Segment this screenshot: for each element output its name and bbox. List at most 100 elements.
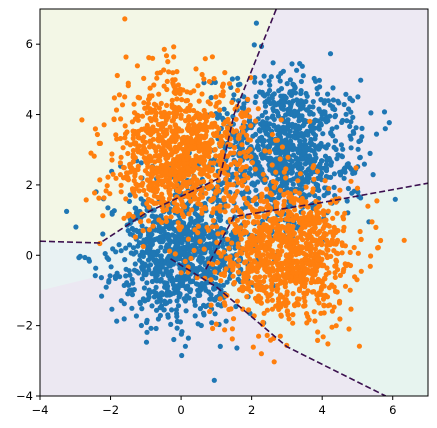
point-series-2	[182, 108, 188, 114]
point-series-1	[328, 162, 334, 168]
point-series-2	[294, 246, 300, 252]
point-series-1	[165, 312, 171, 318]
point-series-2	[188, 144, 194, 150]
point-series-1	[177, 292, 183, 298]
point-series-2	[136, 95, 143, 101]
point-series-2	[252, 227, 258, 233]
point-series-2	[151, 116, 157, 122]
point-series-2	[194, 129, 200, 135]
point-series-1	[211, 286, 217, 292]
point-series-2	[239, 142, 245, 148]
point-series-2	[235, 263, 241, 269]
point-series-1	[231, 92, 237, 98]
point-series-1	[292, 108, 298, 114]
point-series-2	[155, 121, 161, 127]
point-series-2	[332, 263, 338, 269]
point-series-1	[308, 171, 314, 177]
point-series-2	[288, 274, 294, 280]
point-series-2	[147, 153, 153, 159]
point-series-2	[185, 154, 191, 160]
point-series-1	[252, 99, 258, 105]
point-series-2	[213, 103, 219, 109]
point-series-2	[324, 265, 330, 271]
point-series-1	[109, 211, 115, 217]
point-series-2	[244, 273, 250, 280]
point-series-1	[157, 253, 164, 259]
point-series-1	[64, 208, 70, 214]
point-series-1	[128, 250, 134, 256]
point-series-2	[111, 95, 117, 101]
point-series-2	[254, 269, 260, 275]
point-series-2	[312, 246, 318, 252]
point-series-2	[211, 160, 217, 166]
point-series-1	[132, 261, 138, 267]
point-series-2	[302, 256, 308, 262]
point-series-1	[177, 256, 183, 262]
point-series-2	[295, 277, 301, 283]
point-series-2	[223, 176, 229, 182]
point-series-2	[229, 336, 235, 342]
point-series-2	[325, 208, 331, 214]
point-series-2	[233, 128, 239, 134]
point-series-2	[160, 195, 166, 202]
point-series-2	[178, 107, 184, 113]
point-series-1	[323, 145, 329, 151]
point-series-2	[156, 138, 162, 144]
point-series-1	[313, 78, 319, 84]
point-series-2	[282, 298, 288, 305]
point-series-1	[259, 134, 265, 140]
point-series-1	[151, 207, 157, 213]
point-series-1	[262, 109, 269, 115]
point-series-2	[224, 181, 230, 187]
point-series-2	[276, 229, 282, 235]
point-series-2	[140, 143, 146, 149]
point-series-2	[177, 169, 183, 175]
point-series-2	[374, 198, 380, 204]
point-series-2	[236, 257, 242, 263]
point-series-1	[328, 174, 334, 180]
point-series-1	[112, 273, 118, 279]
point-series-2	[277, 234, 283, 241]
point-series-1	[313, 155, 319, 161]
point-series-2	[174, 111, 180, 117]
point-series-1	[332, 138, 338, 144]
point-series-2	[250, 242, 256, 248]
point-series-2	[264, 307, 270, 313]
point-series-2	[164, 78, 170, 84]
point-series-2	[223, 266, 229, 272]
point-series-2	[305, 204, 311, 210]
point-series-1	[137, 233, 143, 239]
point-series-1	[137, 301, 143, 307]
point-series-1	[330, 85, 336, 91]
point-series-2	[117, 135, 124, 142]
point-series-1	[179, 352, 185, 359]
point-series-1	[178, 282, 184, 289]
point-series-2	[255, 286, 262, 292]
point-series-2	[249, 232, 255, 239]
point-series-2	[231, 150, 237, 156]
point-series-2	[326, 285, 332, 291]
point-series-2	[226, 245, 232, 251]
point-series-1	[164, 289, 170, 295]
point-series-1	[255, 159, 261, 166]
point-series-1	[267, 121, 273, 127]
point-series-1	[264, 91, 271, 97]
point-series-1	[316, 146, 322, 152]
point-series-2	[259, 206, 265, 212]
point-series-1	[217, 213, 224, 219]
point-series-2	[116, 92, 122, 98]
point-series-1	[193, 266, 199, 272]
point-series-2	[169, 137, 175, 143]
point-series-2	[188, 192, 194, 198]
point-series-1	[288, 101, 294, 107]
point-series-2	[262, 266, 268, 272]
point-series-2	[160, 148, 167, 154]
point-series-2	[339, 250, 345, 256]
point-series-2	[180, 146, 186, 152]
point-series-2	[101, 195, 107, 201]
point-series-1	[343, 91, 349, 97]
point-series-1	[266, 144, 273, 150]
point-series-2	[168, 180, 174, 187]
point-series-2	[317, 278, 323, 284]
point-series-1	[239, 105, 245, 111]
